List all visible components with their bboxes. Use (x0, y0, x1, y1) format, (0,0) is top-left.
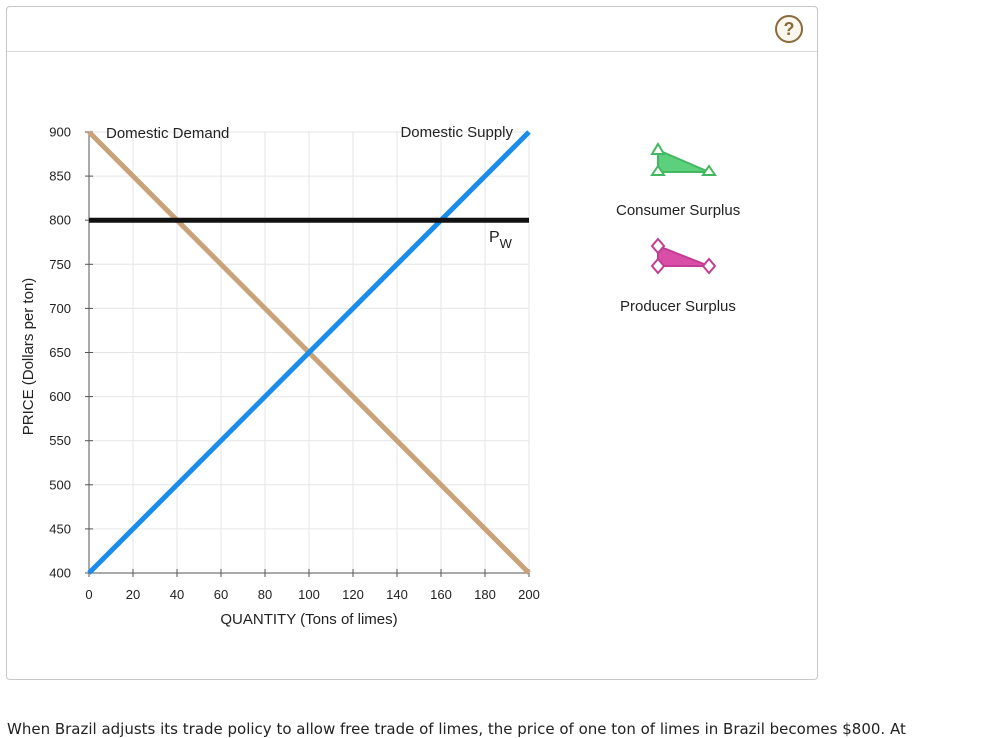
series-label-demand: Domestic Demand (106, 125, 229, 142)
x-tick-label: 100 (298, 587, 320, 602)
panel-header: ? (7, 7, 817, 52)
x-tick-label: 80 (258, 587, 272, 602)
y-tick-label: 800 (49, 213, 71, 228)
x-tick-label: 40 (170, 587, 184, 602)
supply-curve[interactable] (87, 130, 531, 575)
help-button[interactable]: ? (775, 15, 803, 43)
series-label-supply: Domestic Supply (400, 124, 513, 141)
consumer-surplus-tool[interactable] (646, 142, 722, 180)
x-tick-label: 160 (430, 587, 452, 602)
x-tick-label: 60 (214, 587, 228, 602)
x-axis-ticks: 0 20 40 60 80 100 120 140 160 180 200 (85, 569, 540, 602)
x-tick-label: 200 (518, 587, 540, 602)
world-price-label: PW (489, 229, 513, 251)
triangle-tool-icon (650, 237, 717, 275)
producer-surplus-tool[interactable] (646, 236, 722, 276)
triangle-tool-icon (650, 142, 717, 176)
consumer-surplus-label: Consumer Surplus (616, 202, 741, 219)
y-tick-label: 850 (49, 169, 71, 184)
x-tick-label: 0 (85, 587, 92, 602)
x-tick-label: 180 (474, 587, 496, 602)
x-tick-label: 20 (126, 587, 140, 602)
x-tick-label: 140 (386, 587, 408, 602)
y-tick-label: 750 (49, 257, 71, 272)
y-tick-label: 700 (49, 301, 71, 316)
y-tick-label: 450 (49, 521, 71, 536)
y-tick-label: 900 (49, 125, 71, 140)
x-axis-label: QUANTITY (Tons of limes) (220, 611, 397, 628)
question-text: When Brazil adjusts its trade policy to … (7, 720, 906, 738)
y-tick-label: 600 (49, 389, 71, 404)
graph-panel: ? (6, 6, 818, 680)
x-tick-label: 120 (342, 587, 364, 602)
y-tick-label: 550 (49, 433, 71, 448)
y-tick-label: 400 (49, 566, 71, 581)
y-axis-label: PRICE (Dollars per ton) (20, 278, 37, 436)
producer-surplus-label: Producer Surplus (620, 298, 736, 315)
y-tick-label: 650 (49, 345, 71, 360)
series-layer (87, 130, 531, 575)
y-tick-label: 500 (49, 477, 71, 492)
y-axis-ticks: 400 450 500 550 600 650 700 750 800 850 900 (49, 125, 93, 581)
supply-demand-chart[interactable]: 0 20 40 60 80 100 120 140 160 180 200 400 450 500 550… (0, 0, 1006, 700)
